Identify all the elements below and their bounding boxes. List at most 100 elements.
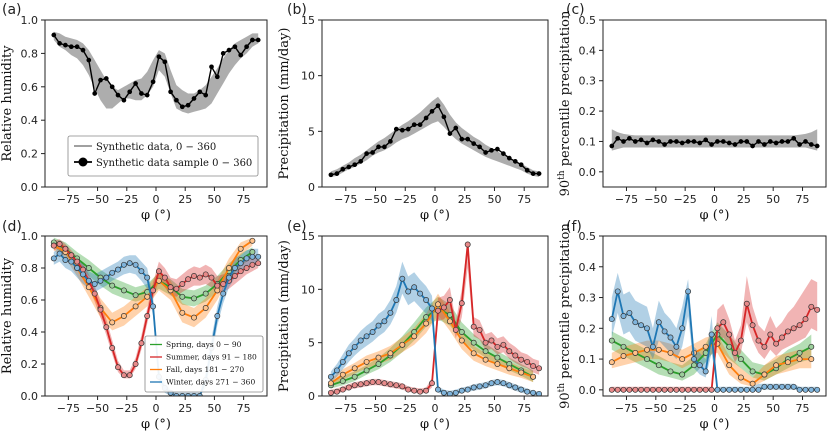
point-d-fall-13 bbox=[202, 305, 209, 311]
point-e-winter-1 bbox=[333, 367, 340, 374]
point-e-fall-17 bbox=[530, 373, 537, 380]
point-e-winter-17 bbox=[429, 305, 435, 312]
point-c-synthetic-data-sample-0-360-8 bbox=[656, 139, 662, 144]
point-c-synthetic-data-sample-0-360-24 bbox=[750, 143, 755, 149]
point-f-spring-0 bbox=[608, 337, 615, 344]
y-tick-label-f-4: 0.4 bbox=[579, 261, 597, 274]
point-e-winter-5 bbox=[357, 337, 364, 344]
x-tick-label-e-2: −25 bbox=[394, 402, 417, 415]
point-e-summer-2 bbox=[339, 386, 346, 393]
point-b-synthetic-data-sample-0-360-11 bbox=[393, 126, 399, 132]
point-e-spring-13 bbox=[482, 348, 489, 355]
point-f-winter-23 bbox=[743, 386, 750, 393]
point-b-synthetic-data-sample-0-360-5 bbox=[358, 159, 364, 164]
x-axis-title-e: φ (°) bbox=[420, 417, 450, 432]
point-d-winter-14 bbox=[132, 261, 139, 268]
legend-label-d-0: Spring, days 0 − 90 bbox=[166, 340, 242, 349]
point-a-synthetic-data-sample-0-360-22 bbox=[179, 104, 185, 110]
point-d-winter-6 bbox=[85, 277, 92, 284]
band-d-winter bbox=[53, 247, 259, 396]
legend-label-d-2: Fall, days 181 − 270 bbox=[166, 365, 244, 374]
point-d-summer-15 bbox=[138, 340, 145, 347]
point-c-synthetic-data-sample-0-360-2 bbox=[621, 139, 626, 144]
point-f-winter-32 bbox=[796, 386, 803, 393]
point-b-synthetic-data-sample-0-360-9 bbox=[382, 144, 387, 150]
point-e-fall-2 bbox=[351, 365, 358, 372]
point-e-summer-23 bbox=[464, 241, 471, 248]
point-f-summer-33 bbox=[802, 316, 809, 323]
y-tick-label-e-0: 0 bbox=[308, 390, 315, 403]
point-d-winter-0 bbox=[50, 255, 57, 262]
plot-area-b bbox=[328, 96, 542, 178]
x-tick-label-e-3: 0 bbox=[432, 402, 439, 415]
point-d-summer-1 bbox=[56, 241, 63, 247]
point-b-synthetic-data-sample-0-360-13 bbox=[405, 126, 411, 132]
point-f-fall-5 bbox=[667, 349, 674, 356]
point-f-fall-16 bbox=[796, 356, 803, 363]
x-tick-label-d-3: 0 bbox=[153, 402, 160, 415]
x-tick-label-b-3: 0 bbox=[432, 193, 439, 206]
point-f-fall-8 bbox=[702, 343, 709, 350]
point-e-winter-15 bbox=[417, 290, 424, 297]
point-e-summer-26 bbox=[482, 339, 489, 346]
x-axis-title-c: φ (°) bbox=[700, 208, 730, 223]
point-c-synthetic-data-sample-0-360-5 bbox=[638, 137, 644, 143]
point-c-synthetic-data-sample-0-360-13 bbox=[685, 139, 691, 144]
point-f-fall-13 bbox=[761, 371, 768, 378]
point-e-winter-24 bbox=[470, 384, 477, 391]
point-e-winter-3 bbox=[345, 350, 352, 357]
point-f-summer-1 bbox=[614, 386, 621, 393]
plot-area-f bbox=[608, 272, 821, 393]
point-d-winter-7 bbox=[91, 281, 98, 287]
band-e-winter bbox=[330, 261, 540, 396]
point-f-spring-10 bbox=[726, 343, 733, 350]
point-a-synthetic-data-sample-0-360-11 bbox=[115, 92, 121, 98]
point-f-winter-18 bbox=[714, 386, 721, 393]
point-e-winter-19 bbox=[440, 389, 447, 396]
point-f-summer-30 bbox=[784, 328, 791, 335]
point-a-synthetic-data-sample-0-360-29 bbox=[220, 51, 226, 56]
point-e-summer-32 bbox=[518, 356, 525, 363]
x-tick-label-c-4: 25 bbox=[737, 193, 751, 206]
x-tick-label-c-1: −50 bbox=[644, 193, 667, 206]
point-f-spring-12 bbox=[749, 368, 756, 375]
point-e-summer-10 bbox=[387, 381, 394, 388]
y-tick-label-c-0: 0.0 bbox=[579, 166, 597, 179]
point-c-synthetic-data-sample-0-360-30 bbox=[785, 139, 791, 144]
point-e-summer-9 bbox=[381, 380, 388, 387]
x-tick-label-f-3: 0 bbox=[711, 402, 718, 415]
point-f-summer-16 bbox=[702, 386, 709, 393]
point-f-spring-7 bbox=[691, 362, 697, 369]
point-a-synthetic-data-sample-0-360-0 bbox=[51, 32, 57, 38]
point-a-synthetic-data-sample-0-360-21 bbox=[174, 97, 179, 103]
point-a-synthetic-data-sample-0-360-6 bbox=[86, 57, 92, 63]
point-d-summer-20 bbox=[167, 284, 174, 291]
y-tick-label-a-2: 0.4 bbox=[21, 114, 39, 127]
point-b-synthetic-data-sample-0-360-22 bbox=[459, 136, 465, 142]
point-d-summer-13 bbox=[126, 372, 133, 379]
x-tick-label-d-5: 50 bbox=[207, 402, 221, 415]
panel-d: (d) −75 −50 −25 0 25 50 75 0.0 0.2 0.4 0.6 0.8 1.0 φ (… bbox=[0, 219, 268, 432]
point-d-spring-12 bbox=[191, 295, 197, 302]
point-d-summer-12 bbox=[120, 372, 127, 379]
point-f-fall-15 bbox=[784, 359, 791, 366]
point-b-synthetic-data-sample-0-360-32 bbox=[518, 162, 524, 168]
x-tick-label-c-3: 0 bbox=[711, 193, 718, 206]
y-tick-label-d-1: 0.2 bbox=[21, 358, 39, 371]
point-e-winter-22 bbox=[458, 387, 465, 394]
point-d-fall-8 bbox=[144, 293, 151, 300]
point-e-spring-12 bbox=[470, 339, 477, 346]
point-f-summer-31 bbox=[790, 325, 797, 332]
plot-area-c bbox=[609, 129, 820, 151]
point-a-synthetic-data-sample-0-360-7 bbox=[92, 91, 98, 96]
point-c-synthetic-data-sample-0-360-22 bbox=[738, 139, 744, 144]
point-b-synthetic-data-sample-0-360-31 bbox=[512, 159, 518, 164]
point-f-summer-3 bbox=[626, 386, 633, 393]
point-e-winter-9 bbox=[381, 318, 388, 325]
point-e-winter-0 bbox=[327, 373, 334, 380]
point-f-summer-22 bbox=[737, 337, 744, 344]
point-f-winter-22 bbox=[737, 386, 744, 393]
point-d-summer-11 bbox=[115, 364, 121, 371]
x-tick-label-e-6: 75 bbox=[517, 402, 531, 415]
point-b-synthetic-data-sample-0-360-27 bbox=[489, 147, 494, 153]
